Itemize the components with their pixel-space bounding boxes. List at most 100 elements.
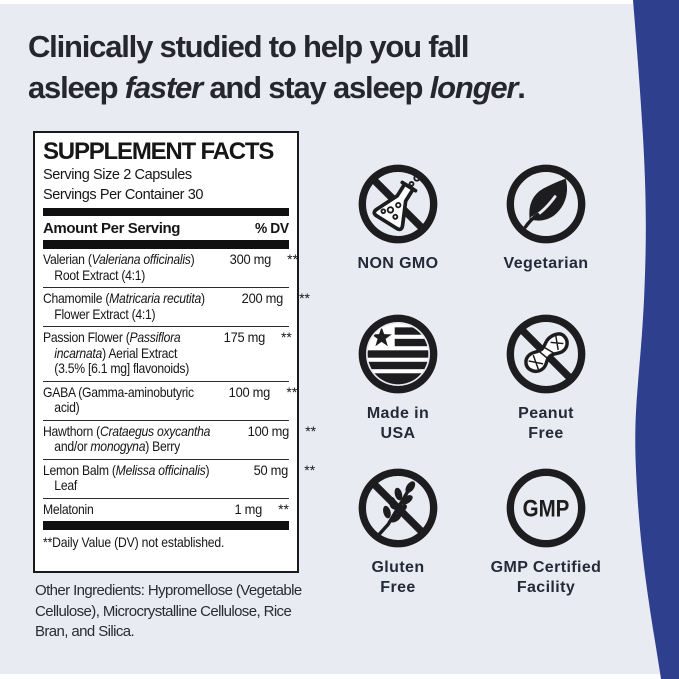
headline: Clinically studied to help you fall asle… [28, 26, 653, 108]
no-wheat-icon [357, 467, 439, 549]
blue-swoosh-shape [633, 0, 679, 679]
ingredient-text: (3.5% [6.1 mg] flavonoids) [54, 360, 190, 376]
ingredient-dv: ** [304, 461, 316, 478]
circle-ring [506, 468, 586, 548]
gmp-seal-text: GMP [523, 496, 570, 523]
ingredient-text: ) [205, 461, 210, 478]
ingredient-name: Melatonin [43, 500, 187, 518]
badge-peanut-free: Peanut Free [472, 313, 620, 467]
ingredient-amount: 50 mg [253, 461, 289, 478]
ingredient-latin-name: Crataegus oxycantha [99, 422, 211, 439]
circle-ring [506, 164, 586, 244]
headline-segment: and stay asleep [201, 70, 430, 105]
badges-grid: NON GMO Vegetarian Made in USA Peanut Free… [324, 163, 620, 598]
ingredient-row: Melatonin 1 mg ** [43, 497, 289, 522]
badge-made-in-usa: Made in USA [324, 313, 472, 467]
ingredient-name: Chamomile (Matricaria recutita) Flower Ex… [43, 290, 205, 322]
ingredient-text: ) [190, 251, 195, 267]
circle-ring [506, 314, 586, 394]
divider-bar-thick [43, 208, 289, 216]
ingredient-dv: ** [305, 422, 317, 439]
ingredient-name: GABA (Gamma-aminobutyric acid) [43, 383, 194, 416]
headline-segment: . [517, 70, 526, 105]
ingredient-amount: 1 mg [234, 500, 262, 517]
badge-non-gmo: NON GMO [324, 163, 472, 313]
ingredient-text: Flower Extract (4:1) [54, 305, 156, 322]
supplement-facts-title: SUPPLEMENT FACTS [43, 138, 274, 165]
gmp-seal-icon: GMP [505, 467, 587, 549]
ingredient-latin-name: Passiflora [129, 329, 181, 345]
ingredient-dv: ** [286, 383, 298, 400]
ingredient-row: Hawthorn (Crataegus oxycantha and/or mono… [43, 419, 316, 459]
ingredient-rows: Valerian (Valeriana officinalis) Root Ext… [43, 249, 316, 522]
ingredient-amount: 100 mg [228, 383, 271, 400]
ingredient-name: Valerian (Valeriana officinalis) Root Ext… [43, 251, 195, 283]
ingredient-row: Lemon Balm (Melissa officinalis) Leaf 50 m… [43, 458, 315, 498]
no-peanut-icon [505, 313, 587, 395]
servings-per-container: Servings Per Container 30 [43, 186, 204, 203]
divider-bar-thick [43, 240, 289, 249]
circle-ring [358, 314, 438, 394]
ingredient-latin-name: Matricaria recutita [109, 290, 202, 306]
badge-label: Gluten Free [371, 559, 425, 596]
ingredient-dv: ** [280, 329, 292, 345]
facts-header-row: Amount Per Serving % DV [43, 216, 289, 240]
ingredient-name: Passion Flower (Passiflora incarnata) Aer… [43, 329, 190, 377]
ingredient-row: Valerian (Valeriana officinalis) Root Ext… [43, 249, 298, 287]
headline-line1: Clinically studied to help you fall [28, 29, 469, 64]
badge-label: GMP Certified Facility [490, 559, 602, 596]
circle-ring [358, 468, 438, 548]
badge-vegetarian: Vegetarian [472, 163, 620, 313]
badge-gluten-free: Gluten Free [324, 467, 472, 598]
no-flask-icon [357, 163, 439, 245]
circle-ring [358, 164, 438, 244]
ingredient-dv: ** [299, 290, 310, 306]
ingredient-text: Passion Flower ( [43, 329, 130, 345]
ingredient-text: Hawthorn ( [43, 422, 100, 439]
top-white-strip [0, 0, 679, 4]
ingredient-text: Valerian ( [43, 251, 92, 267]
ingredient-text: ) [201, 290, 205, 306]
serving-size: Serving Size 2 Capsules [43, 167, 192, 183]
ingredient-dv: ** [287, 251, 299, 267]
ingredient-text: ) Aerial Extract [102, 344, 178, 361]
ingredient-text: Chamomile ( [43, 290, 110, 306]
ingredient-latin-name: Melissa officinalis [115, 461, 206, 478]
ingredient-row: Chamomile (Matricaria recutita) Flower Ex… [43, 287, 310, 326]
usa-flag-icon [357, 313, 439, 395]
headline-segment: asleep [28, 70, 125, 105]
ingredient-text: and/or [54, 438, 91, 454]
ingredient-row: GABA (Gamma-aminobutyric acid) 100 mg ** [43, 380, 297, 420]
other-ingredients: Other Ingredients: Hypromellose (Vegetab… [35, 582, 302, 640]
supplement-facts-panel: SUPPLEMENT FACTS Serving Size 2 Capsules… [33, 131, 316, 573]
headline-line2: asleep faster and stay asleep longer. [28, 67, 653, 108]
divider-bar-thick [43, 521, 289, 530]
ingredient-amount: 200 mg [241, 290, 284, 306]
percent-dv-label: % DV [255, 220, 289, 237]
badge-label: Peanut Free [518, 405, 574, 442]
ingredient-text: GABA (Gamma-aminobutyric [43, 383, 194, 400]
leaf-icon [505, 163, 587, 245]
ingredient-text: Leaf [54, 477, 77, 493]
ingredient-latin-name: Valeriana officinalis [91, 251, 191, 267]
ingredient-text: ) Berry [145, 438, 180, 454]
ingredient-text: Lemon Balm ( [43, 461, 116, 478]
ingredient-amount: 175 mg [223, 329, 266, 345]
ingredient-text: Melatonin [43, 500, 94, 517]
ingredient-dv: ** [278, 500, 289, 517]
badge-label: Made in USA [366, 405, 430, 442]
ingredient-text: acid) [54, 399, 80, 415]
ingredient-latin-name: incarnata [54, 344, 103, 361]
ingredient-name: Lemon Balm (Melissa officinalis) Leaf [43, 461, 210, 494]
ingredient-row: Passion Flower (Passiflora incarnata) Aer… [43, 326, 292, 381]
ingredient-amount: 100 mg [247, 422, 290, 439]
bottom-white-strip [0, 674, 679, 679]
badge-gmp-certified: GMP GMP Certified Facility [472, 467, 620, 598]
amount-per-serving-label: Amount Per Serving [43, 220, 180, 237]
daily-value-footnote: **Daily Value (DV) not established. [43, 534, 225, 550]
ingredient-amount: 300 mg [229, 251, 272, 267]
headline-segment-emphasis: faster [124, 70, 203, 105]
headline-segment-emphasis: longer [429, 70, 519, 105]
badge-label: NON GMO [357, 255, 439, 272]
